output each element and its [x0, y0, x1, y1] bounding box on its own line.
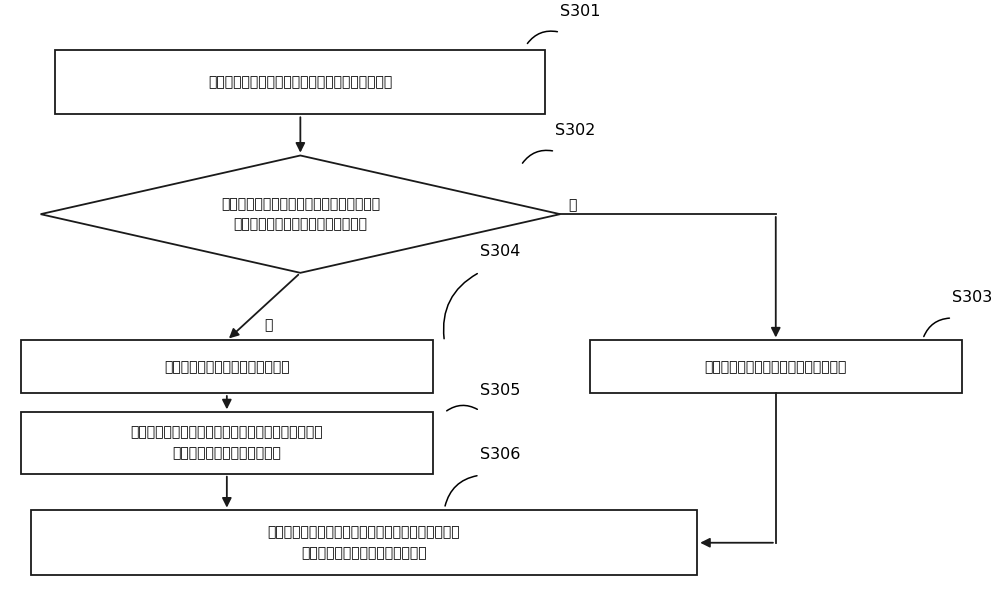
Text: 是: 是: [568, 198, 576, 213]
FancyArrowPatch shape: [447, 405, 477, 411]
Text: 目标终端在接收到该信标触发信号的情况下，根据该
信标触发信号广播该信标信号: 目标终端在接收到该信标触发信号的情况下，根据该 信标触发信号广播该信标信号: [131, 426, 323, 460]
Bar: [21, 340, 433, 393]
FancyArrowPatch shape: [444, 274, 477, 339]
Text: 否: 否: [264, 318, 272, 332]
FancyArrowPatch shape: [527, 31, 557, 43]
Text: 查找终端周期性向目标终端发送信标信号请求指令: 查找终端周期性向目标终端发送信标信号请求指令: [208, 75, 392, 89]
Bar: [21, 412, 433, 474]
FancyArrowPatch shape: [522, 150, 552, 163]
FancyArrowPatch shape: [445, 476, 477, 506]
Text: 查找终端周期性广播信标触发信号: 查找终端周期性广播信标触发信号: [164, 360, 290, 374]
Text: S301: S301: [560, 4, 601, 20]
Bar: [31, 510, 697, 575]
Text: 查找终端在接收到该目标终端广播的信标信号后，根
据该信标信号确定目标终端的位置: 查找终端在接收到该目标终端广播的信标信号后，根 据该信标信号确定目标终端的位置: [268, 526, 460, 560]
Text: S305: S305: [480, 383, 520, 398]
Polygon shape: [41, 156, 560, 273]
Bar: [55, 50, 545, 115]
Bar: [590, 340, 962, 393]
Text: 查找终端检测目标终端广播的信标信号: 查找终端检测目标终端广播的信标信号: [705, 360, 847, 374]
Text: S306: S306: [480, 447, 520, 462]
Text: S302: S302: [555, 124, 596, 138]
FancyArrowPatch shape: [924, 318, 949, 337]
Text: 查找终端确定是否接收到目标终端根据该信
标信号请求指令发送的请求响应消息: 查找终端确定是否接收到目标终端根据该信 标信号请求指令发送的请求响应消息: [221, 197, 380, 232]
Text: S304: S304: [480, 244, 520, 260]
Text: S303: S303: [952, 290, 992, 305]
